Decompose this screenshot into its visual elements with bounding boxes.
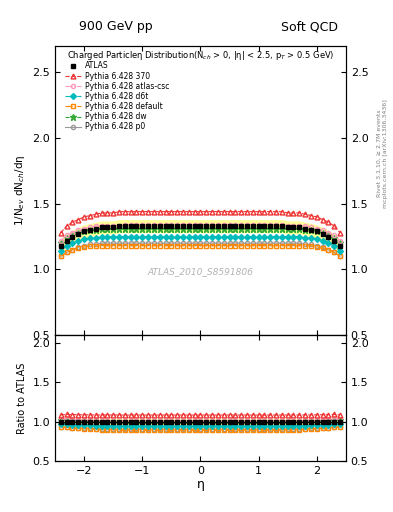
Y-axis label: 1/N$_{ev}$ dN$_{ch}$/dη: 1/N$_{ev}$ dN$_{ch}$/dη: [13, 155, 27, 226]
Text: mcplots.cern.ch [arXiv:1306.3436]: mcplots.cern.ch [arXiv:1306.3436]: [384, 99, 388, 208]
Text: Rivet 3.1.10, ≥ 2.7M events: Rivet 3.1.10, ≥ 2.7M events: [377, 110, 382, 198]
Text: 900 GeV pp: 900 GeV pp: [79, 20, 152, 33]
Text: Soft QCD: Soft QCD: [281, 20, 338, 33]
Legend: ATLAS, Pythia 6.428 370, Pythia 6.428 atlas-csc, Pythia 6.428 d6t, Pythia 6.428 : ATLAS, Pythia 6.428 370, Pythia 6.428 at…: [65, 61, 169, 132]
Text: Charged Particleη Distribution(N$_{ch}$ > 0, |η| < 2.5, p$_T$ > 0.5 GeV): Charged Particleη Distribution(N$_{ch}$ …: [67, 49, 334, 62]
Text: ATLAS_2010_S8591806: ATLAS_2010_S8591806: [147, 267, 253, 276]
Y-axis label: Ratio to ATLAS: Ratio to ATLAS: [17, 362, 27, 434]
X-axis label: η: η: [196, 478, 204, 492]
